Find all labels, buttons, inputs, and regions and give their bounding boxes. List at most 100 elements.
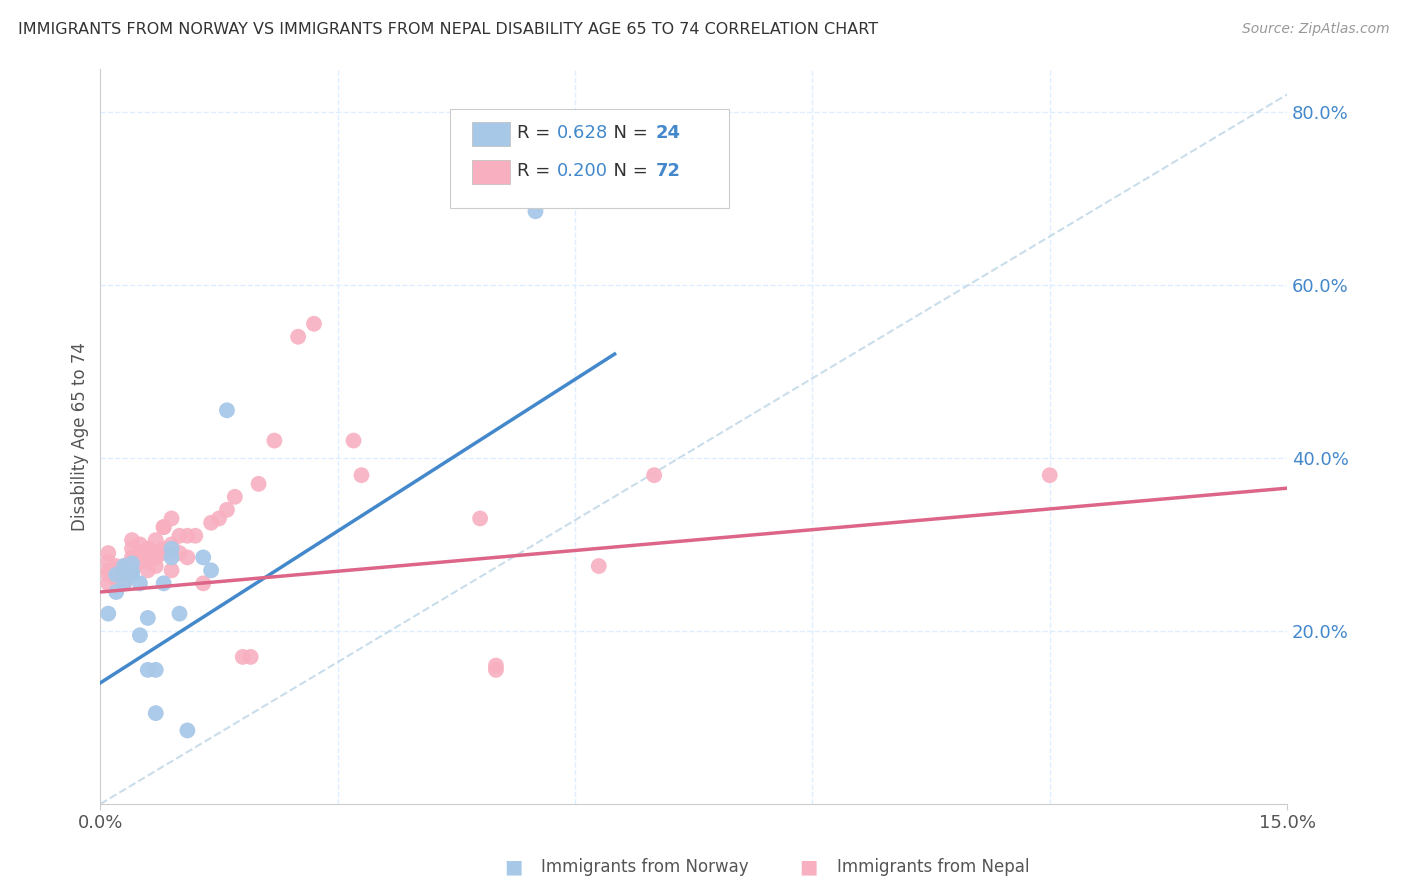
Text: N =: N =	[602, 161, 654, 180]
Point	[263, 434, 285, 448]
Text: 24: 24	[655, 123, 681, 142]
Point	[112, 563, 135, 577]
Point	[239, 649, 262, 664]
Point	[152, 520, 174, 534]
Point	[176, 529, 198, 543]
Point	[342, 434, 364, 448]
Y-axis label: Disability Age 65 to 74: Disability Age 65 to 74	[72, 342, 89, 531]
Point	[105, 572, 128, 586]
Point	[105, 585, 128, 599]
Point	[121, 533, 143, 547]
Point	[136, 563, 159, 577]
Text: R =: R =	[517, 123, 555, 142]
Point	[97, 567, 120, 582]
Point	[97, 576, 120, 591]
Point	[112, 559, 135, 574]
Point	[200, 516, 222, 530]
Point	[215, 503, 238, 517]
Point	[145, 559, 167, 574]
Point	[215, 403, 238, 417]
Point	[105, 563, 128, 577]
Point	[121, 563, 143, 577]
FancyBboxPatch shape	[472, 161, 510, 184]
Text: Immigrants from Nepal: Immigrants from Nepal	[837, 858, 1029, 876]
Point	[302, 317, 325, 331]
Point	[350, 468, 373, 483]
Point	[145, 533, 167, 547]
Text: N =: N =	[602, 123, 654, 142]
Point	[588, 559, 610, 574]
Point	[152, 546, 174, 560]
Point	[169, 546, 191, 560]
Point	[97, 546, 120, 560]
Point	[121, 565, 143, 579]
Point	[97, 563, 120, 577]
Point	[112, 559, 135, 574]
Point	[112, 572, 135, 586]
Point	[247, 476, 270, 491]
Text: 72: 72	[655, 161, 681, 180]
Point	[184, 529, 207, 543]
Point	[121, 557, 143, 571]
Point	[136, 550, 159, 565]
Point	[112, 567, 135, 582]
Point	[129, 628, 152, 642]
Text: ■: ■	[799, 857, 818, 877]
Point	[129, 555, 152, 569]
Point	[160, 550, 183, 565]
Point	[224, 490, 246, 504]
Point	[112, 576, 135, 591]
Point	[112, 559, 135, 574]
Point	[169, 529, 191, 543]
Text: Source: ZipAtlas.com: Source: ZipAtlas.com	[1241, 22, 1389, 37]
Text: ■: ■	[503, 857, 523, 877]
Point	[1039, 468, 1062, 483]
Point	[176, 723, 198, 738]
Point	[136, 663, 159, 677]
Point	[152, 520, 174, 534]
Point	[200, 563, 222, 577]
Point	[112, 567, 135, 582]
Point	[97, 607, 120, 621]
Point	[105, 563, 128, 577]
Point	[232, 649, 254, 664]
Point	[105, 567, 128, 582]
Point	[145, 663, 167, 677]
Point	[160, 541, 183, 556]
FancyBboxPatch shape	[450, 109, 730, 208]
Point	[643, 468, 665, 483]
Point	[97, 555, 120, 569]
Point	[121, 550, 143, 565]
Point	[160, 511, 183, 525]
Point	[468, 511, 491, 525]
Point	[193, 550, 215, 565]
Point	[193, 576, 215, 591]
Point	[112, 576, 135, 591]
Point	[136, 541, 159, 556]
Point	[105, 559, 128, 574]
Point	[208, 511, 231, 525]
Point	[105, 567, 128, 582]
Point	[129, 546, 152, 560]
Point	[145, 550, 167, 565]
FancyBboxPatch shape	[472, 122, 510, 145]
Point	[105, 572, 128, 586]
Text: 0.628: 0.628	[557, 123, 609, 142]
Point	[152, 541, 174, 556]
Text: IMMIGRANTS FROM NORWAY VS IMMIGRANTS FROM NEPAL DISABILITY AGE 65 TO 74 CORRELAT: IMMIGRANTS FROM NORWAY VS IMMIGRANTS FRO…	[18, 22, 879, 37]
Point	[524, 204, 547, 219]
Point	[121, 541, 143, 556]
Point	[169, 607, 191, 621]
Point	[121, 555, 143, 569]
Point	[121, 559, 143, 574]
Point	[129, 550, 152, 565]
Point	[136, 611, 159, 625]
Point	[160, 563, 183, 577]
Point	[287, 330, 309, 344]
Point	[176, 550, 198, 565]
Point	[485, 658, 508, 673]
Text: Immigrants from Norway: Immigrants from Norway	[541, 858, 749, 876]
Point	[121, 567, 143, 582]
Point	[136, 555, 159, 569]
Point	[485, 663, 508, 677]
